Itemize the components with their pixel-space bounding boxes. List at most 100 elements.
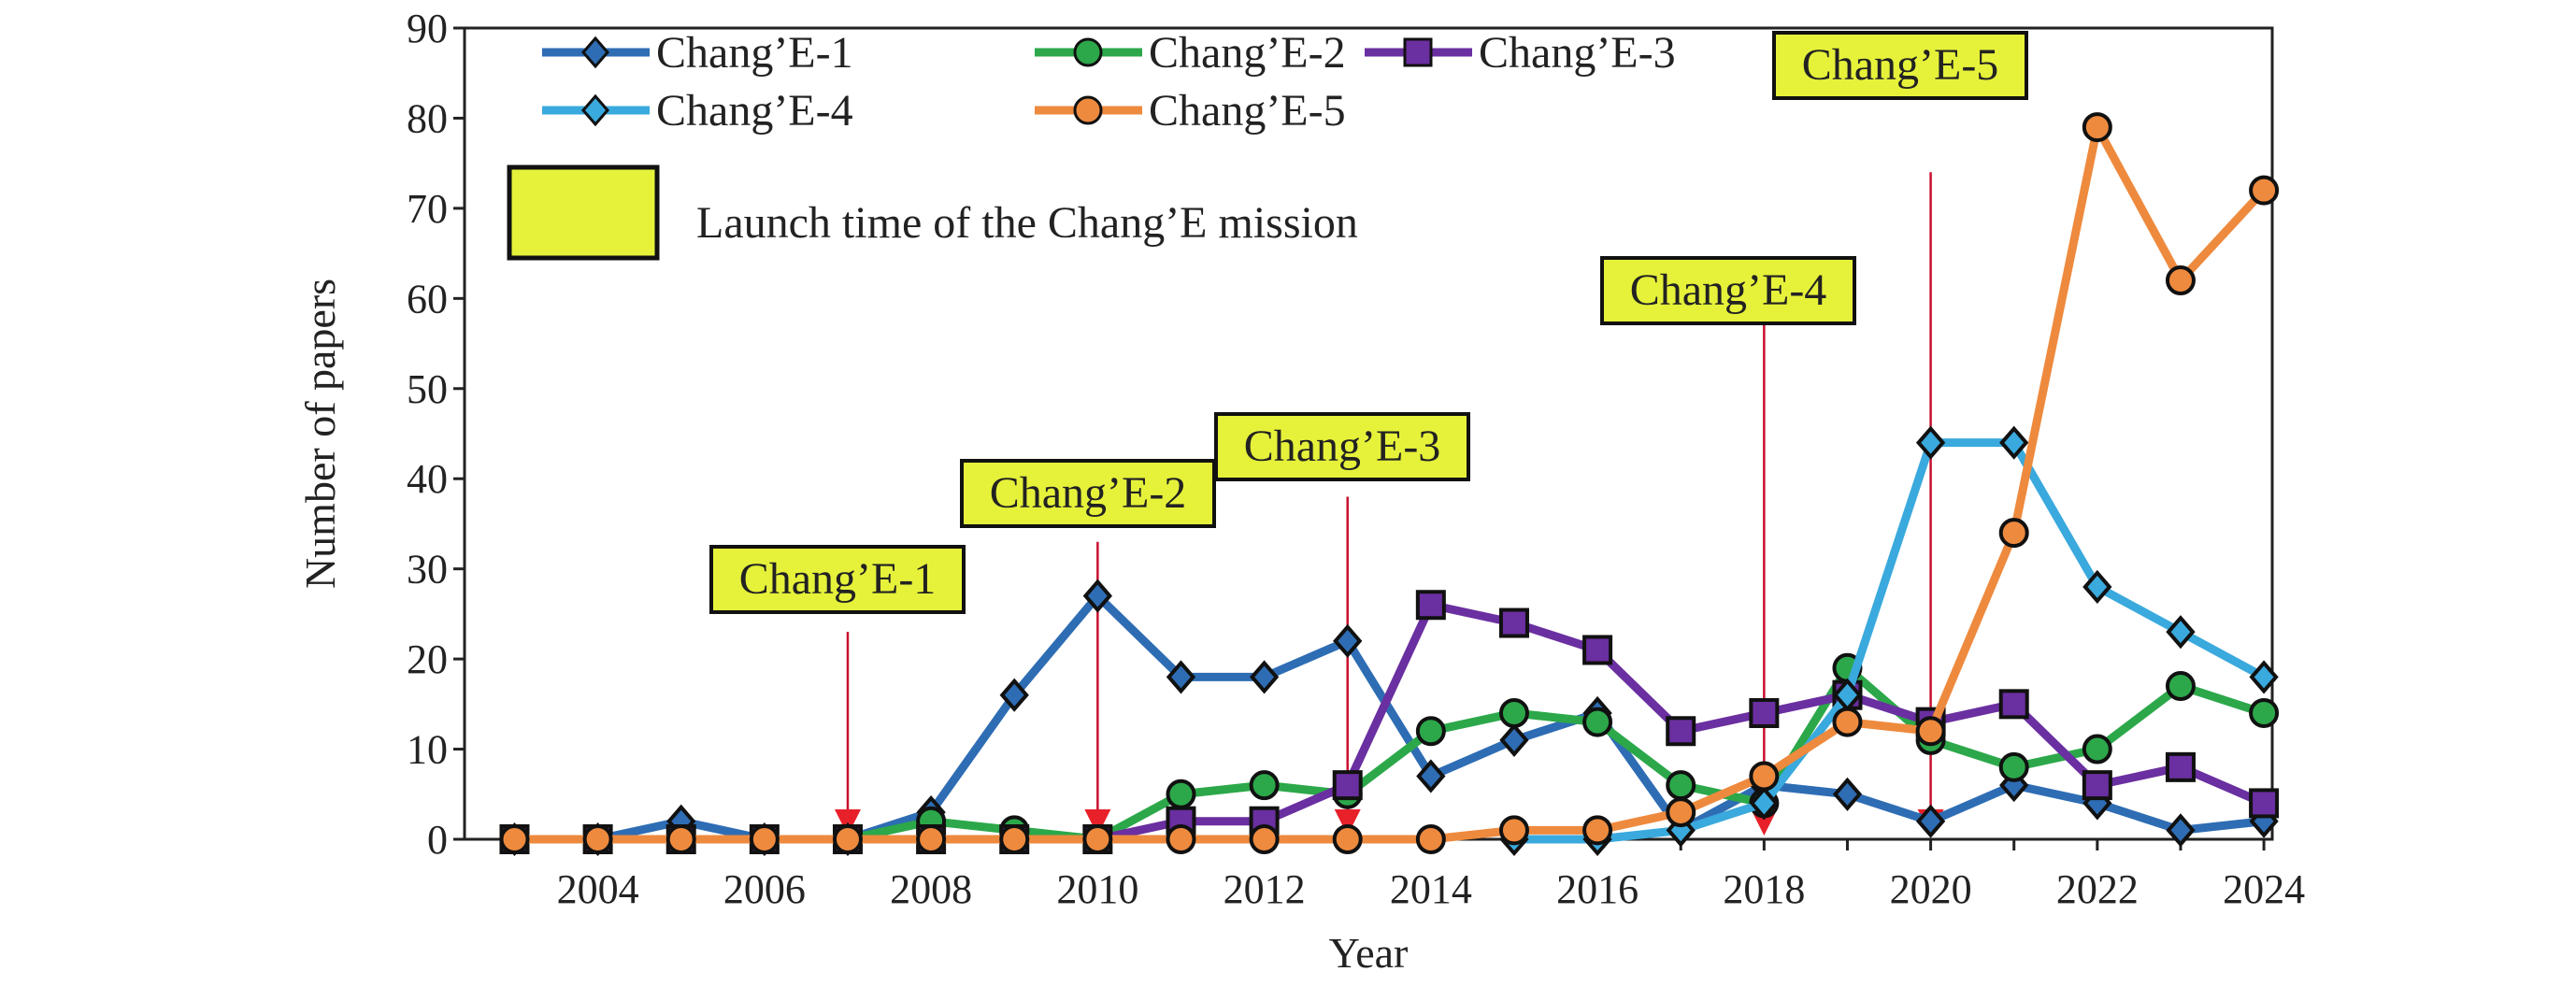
data-point <box>916 824 947 854</box>
data-point <box>1415 716 1446 747</box>
launch-label: Chang’E-1 <box>739 554 937 604</box>
legend-label: Chang’E-2 <box>1149 28 1346 78</box>
x-tick-label: 2012 <box>1224 866 1306 912</box>
axes: 0 10 20 30 40 50 60 70 80 90 2004 2006 2008 2010 2012 2… <box>407 6 2305 912</box>
y-tick-label: 80 <box>407 95 448 141</box>
data-point <box>1582 815 1613 846</box>
data-point <box>832 824 863 854</box>
y-tick-label: 60 <box>407 276 448 322</box>
data-point <box>1415 824 1446 854</box>
y-tick-label: 0 <box>427 817 448 863</box>
data-point <box>2165 671 2196 702</box>
x-tick-label: 2022 <box>2056 866 2139 912</box>
legend-marker <box>581 93 609 127</box>
launch-label-bg <box>960 459 1216 528</box>
data-point <box>1832 707 1863 737</box>
data-point <box>2082 734 2112 765</box>
y-tick-label: 50 <box>407 366 448 412</box>
legend-marker <box>1403 37 1433 67</box>
legend-launch-swatch <box>507 164 660 261</box>
data-point <box>2082 569 2112 605</box>
x-tick-label: 2006 <box>723 866 806 912</box>
launch-label-bg <box>709 545 966 614</box>
data-point <box>1082 824 1113 854</box>
data-point <box>1332 770 1363 801</box>
data-point <box>2249 660 2279 694</box>
launch-arrow-head <box>1334 809 1361 836</box>
data-point <box>2165 265 2196 296</box>
y-tick-label: 10 <box>407 727 448 773</box>
legend-marker <box>581 36 609 69</box>
data-point <box>749 824 780 854</box>
x-tick-label: 2016 <box>1556 866 1639 912</box>
y-tick-label: 20 <box>407 636 448 682</box>
data-point <box>1998 751 2029 782</box>
data-point <box>1416 759 1446 793</box>
data-point <box>1498 697 1529 728</box>
launch-label-bg <box>1214 412 1470 481</box>
data-point <box>999 824 1030 854</box>
data-point <box>1415 590 1446 621</box>
legend-item-launch: Launch time of the Chang’E mission <box>507 164 1358 261</box>
legend-marker <box>1073 37 1103 67</box>
data-point <box>1249 824 1280 854</box>
data-point <box>2249 175 2280 206</box>
launch-label-box: Chang’E-5 <box>1772 31 2028 100</box>
data-point <box>1166 824 1196 854</box>
data-point <box>1666 716 1696 747</box>
data-point <box>1666 797 1696 828</box>
data-point <box>1498 607 1529 638</box>
x-tick-label: 2020 <box>1890 866 1972 912</box>
launch-label: Chang’E-2 <box>990 468 1187 518</box>
data-point <box>1749 761 1780 792</box>
data-point <box>999 678 1029 712</box>
y-tick-label: 40 <box>407 456 448 502</box>
series-line <box>514 122 2268 844</box>
y-tick-label: 30 <box>407 547 448 593</box>
x-tick-label: 2008 <box>890 866 972 912</box>
launch-label-box: Chang’E-4 <box>1600 256 1856 325</box>
launch-label-box: Chang’E-1 <box>709 545 966 614</box>
data-point <box>2082 770 2112 801</box>
y-axis-label: Number of papers <box>296 279 344 589</box>
data-point <box>1166 660 1196 694</box>
data-point <box>1832 777 1863 811</box>
series-5 <box>499 112 2280 854</box>
x-axis-label: Year <box>1329 929 1409 977</box>
launch-label-box: Chang’E-3 <box>1214 412 1470 481</box>
legend-item: Chang’E-4 <box>542 86 853 136</box>
legend: Chang’E-1 Chang’E-2 Chang’E-3 Chang’E-4 Chan… <box>507 28 1676 261</box>
x-tick-label: 2024 <box>2223 866 2305 912</box>
series-line <box>1513 438 2267 844</box>
x-tick-label: 2014 <box>1390 866 1472 912</box>
x-tick-label: 2004 <box>557 866 639 912</box>
legend-item: Chang’E-5 <box>1035 86 1346 136</box>
data-point <box>1249 660 1280 694</box>
series-group <box>499 112 2280 857</box>
launch-label-box: Chang’E-2 <box>960 459 1216 528</box>
series-4 <box>1499 425 2279 857</box>
data-point <box>1249 770 1280 801</box>
y-tick-label: 90 <box>407 6 448 51</box>
data-point <box>1998 518 2029 549</box>
legend-marker <box>1073 95 1103 125</box>
data-point <box>665 824 696 854</box>
data-point <box>1915 716 1946 747</box>
legend-item: Chang’E-1 <box>542 28 853 78</box>
series-3 <box>499 590 2280 854</box>
data-point <box>1166 779 1196 809</box>
data-point <box>2249 788 2280 819</box>
data-point <box>1498 815 1529 846</box>
launch-arrow-head <box>1084 809 1111 836</box>
data-point <box>1915 804 1946 838</box>
data-point <box>2165 751 2196 782</box>
y-tick-label: 70 <box>407 186 448 232</box>
data-point <box>2249 697 2280 728</box>
launch-annotations: Chang’E-1 Chang’E-2 Chang’E-3 Chang’E-4 Chan… <box>709 31 2028 614</box>
data-point <box>1333 623 1363 658</box>
data-point <box>2166 615 2196 650</box>
x-tick-label: 2018 <box>1723 866 1805 912</box>
legend-label: Chang’E-5 <box>1149 86 1346 136</box>
